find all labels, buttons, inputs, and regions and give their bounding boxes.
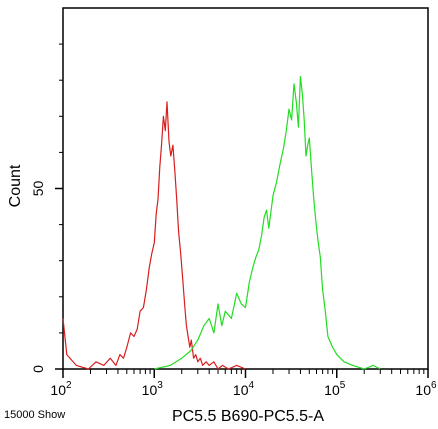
series-line-0 bbox=[62, 101, 246, 370]
x-tick-base: 10 bbox=[50, 382, 66, 398]
x-tick-exponent: 4 bbox=[249, 380, 255, 391]
x-tick-exponent: 5 bbox=[340, 380, 346, 391]
x-tick-exponent: 3 bbox=[157, 380, 163, 391]
x-tick-label: 106 bbox=[415, 380, 437, 398]
x-tick-exponent: 2 bbox=[66, 380, 72, 391]
y-major-ticks: 0 50 bbox=[30, 181, 63, 373]
series-line-1 bbox=[154, 75, 381, 370]
x-tick-label: 104 bbox=[233, 380, 255, 398]
x-tick-base: 10 bbox=[415, 382, 431, 398]
x-minor-ticks bbox=[89, 369, 425, 374]
x-tick-base: 10 bbox=[142, 382, 158, 398]
x-axis-title: PC5.5 B690-PC5.5-A bbox=[172, 408, 324, 425]
x-tick-exponent: 6 bbox=[431, 380, 437, 391]
x-tick-label: 105 bbox=[324, 380, 346, 398]
y-tick-label: 50 bbox=[30, 181, 46, 197]
x-tick-label: 102 bbox=[50, 380, 72, 398]
x-tick-label: 103 bbox=[142, 380, 164, 398]
y-minor-ticks bbox=[59, 43, 63, 334]
x-tick-base: 10 bbox=[324, 382, 340, 398]
series-layer bbox=[62, 75, 381, 370]
x-major-ticks: 102 103 104 105 106 bbox=[50, 369, 437, 398]
y-axis-title: Count bbox=[7, 164, 24, 207]
plot-frame bbox=[62, 7, 429, 370]
footer-annotation: 15000 Show bbox=[4, 409, 65, 421]
y-tick-label: 0 bbox=[30, 365, 46, 373]
x-tick-base: 10 bbox=[233, 382, 249, 398]
